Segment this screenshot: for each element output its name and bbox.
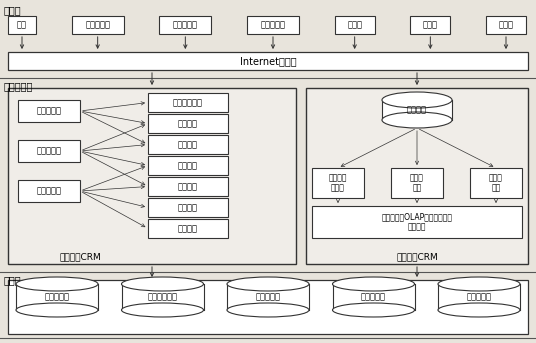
Bar xyxy=(382,100,452,120)
Text: 经销商: 经销商 xyxy=(347,21,362,29)
Ellipse shape xyxy=(227,303,309,317)
Text: 客户管理: 客户管理 xyxy=(178,119,198,128)
Text: 分析层次CRM: 分析层次CRM xyxy=(396,252,438,261)
Ellipse shape xyxy=(332,303,414,317)
Text: 批发商: 批发商 xyxy=(423,21,438,29)
Text: 用户层: 用户层 xyxy=(4,5,21,15)
Ellipse shape xyxy=(16,303,98,317)
Ellipse shape xyxy=(438,303,520,317)
Bar xyxy=(227,284,309,310)
Bar xyxy=(148,198,228,217)
Bar xyxy=(332,284,414,310)
Bar xyxy=(470,168,522,198)
Text: 基本信息管理: 基本信息管理 xyxy=(173,98,203,107)
Text: 客户互动
数据集: 客户互动 数据集 xyxy=(329,173,347,193)
Ellipse shape xyxy=(332,277,414,291)
Text: 销售自动化: 销售自动化 xyxy=(36,106,62,116)
Ellipse shape xyxy=(382,112,452,128)
Text: 数据层: 数据层 xyxy=(4,275,21,285)
Text: 员工: 员工 xyxy=(17,21,27,29)
Text: 普通访问者: 普通访问者 xyxy=(85,21,110,29)
Ellipse shape xyxy=(122,303,204,317)
Bar xyxy=(391,168,443,198)
Bar xyxy=(159,16,211,34)
Text: 最终消费者: 最终消费者 xyxy=(173,21,198,29)
Bar xyxy=(411,16,450,34)
Text: 应用功能层: 应用功能层 xyxy=(4,81,33,91)
Ellipse shape xyxy=(382,92,452,108)
Bar xyxy=(18,140,80,162)
Text: 邮件管理: 邮件管理 xyxy=(178,203,198,212)
Text: Internet浏览器: Internet浏览器 xyxy=(240,56,296,66)
Ellipse shape xyxy=(122,277,204,291)
Bar xyxy=(148,156,228,175)
Bar xyxy=(16,284,98,310)
Text: 服务管理: 服务管理 xyxy=(178,161,198,170)
Text: 数据仓库: 数据仓库 xyxy=(407,106,427,115)
Bar xyxy=(312,206,522,238)
Text: 数据挖掘，OLAP，数据统计，
行为预测: 数据挖掘，OLAP，数据统计， 行为预测 xyxy=(382,212,452,232)
Text: 营销自动化: 营销自动化 xyxy=(36,146,62,155)
Bar xyxy=(8,88,296,264)
Text: 费用管理: 费用管理 xyxy=(178,182,198,191)
Ellipse shape xyxy=(16,277,98,291)
Text: 产品数
据集: 产品数 据集 xyxy=(489,173,503,193)
Bar xyxy=(148,93,228,112)
Text: 客户数据库: 客户数据库 xyxy=(44,293,70,301)
Text: 库存数据库: 库存数据库 xyxy=(361,293,386,301)
Ellipse shape xyxy=(227,277,309,291)
Bar xyxy=(8,52,528,70)
Bar xyxy=(486,16,526,34)
Bar xyxy=(312,168,364,198)
Text: 销售管理: 销售管理 xyxy=(178,140,198,149)
Text: 服务自动化: 服务自动化 xyxy=(36,187,62,196)
Bar xyxy=(72,16,124,34)
Ellipse shape xyxy=(438,277,520,291)
Bar xyxy=(8,280,528,334)
Text: 销售信息库: 销售信息库 xyxy=(256,293,280,301)
Bar xyxy=(148,135,228,154)
Text: 潜在消费者: 潜在消费者 xyxy=(260,21,286,29)
Text: 客户数
据集: 客户数 据集 xyxy=(410,173,424,193)
Text: 操作层次CRM: 操作层次CRM xyxy=(59,252,101,261)
Text: 文档管理: 文档管理 xyxy=(178,224,198,233)
Text: 零售商: 零售商 xyxy=(498,21,513,29)
Bar xyxy=(18,100,80,122)
Text: 供应商信息库: 供应商信息库 xyxy=(147,293,177,301)
Bar xyxy=(148,114,228,133)
Bar xyxy=(18,180,80,202)
Bar xyxy=(247,16,299,34)
Text: 费用信息库: 费用信息库 xyxy=(466,293,492,301)
Bar xyxy=(8,16,36,34)
Bar xyxy=(148,177,228,196)
Bar xyxy=(306,88,528,264)
Bar xyxy=(438,284,520,310)
Bar xyxy=(334,16,375,34)
Bar xyxy=(122,284,204,310)
Bar xyxy=(148,219,228,238)
